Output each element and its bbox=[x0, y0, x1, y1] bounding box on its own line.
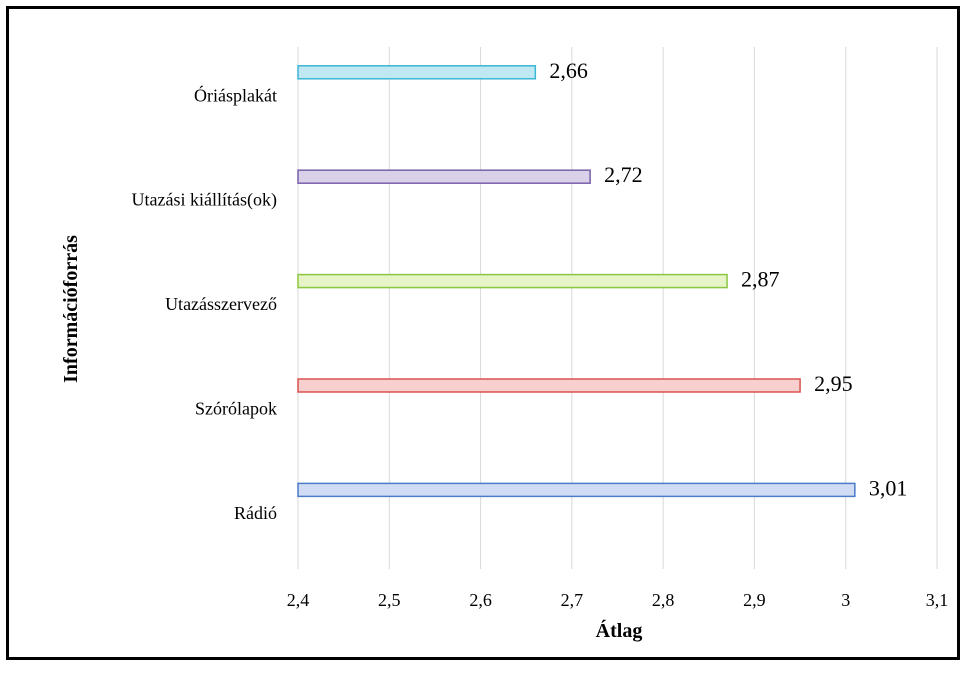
x-tick-label: 3 bbox=[841, 590, 850, 610]
bar bbox=[297, 169, 591, 184]
data-label: 2,95 bbox=[814, 371, 853, 396]
category-label: Rádió bbox=[234, 503, 277, 523]
value-labels: 2,66 2,72 2,87 2,95 3,01 bbox=[549, 58, 907, 501]
bars bbox=[297, 65, 856, 498]
grid-lines bbox=[297, 47, 938, 569]
y-axis-title: Információforrás bbox=[60, 235, 82, 383]
x-tick-label: 2,4 bbox=[287, 590, 310, 610]
bar-chart: Óriásplakát Utazási kiállítás(ok) Utazássz… bbox=[60, 47, 949, 642]
data-label: 2,87 bbox=[741, 267, 780, 292]
x-tick-label: 3,1 bbox=[926, 590, 949, 610]
bar bbox=[297, 482, 856, 498]
x-tick-label: 2,5 bbox=[378, 590, 401, 610]
category-label: Utazásszervező bbox=[165, 294, 277, 314]
x-tick-labels: 2,4 2,5 2,6 2,7 2,8 2,9 3 3,1 bbox=[287, 590, 949, 610]
bar bbox=[297, 65, 537, 80]
chart-frame: Óriásplakát Utazási kiállítás(ok) Utazássz… bbox=[6, 6, 960, 660]
data-label: 3,01 bbox=[869, 475, 908, 500]
bar bbox=[297, 273, 728, 289]
data-label: 2,72 bbox=[604, 162, 643, 187]
x-tick-label: 2,9 bbox=[743, 590, 766, 610]
category-label: Utazási kiállítás(ok) bbox=[132, 190, 277, 211]
x-axis-title: Átlag bbox=[596, 619, 643, 642]
category-label: Óriásplakát bbox=[194, 84, 277, 105]
data-label: 2,66 bbox=[549, 58, 588, 83]
x-tick-label: 2,8 bbox=[652, 590, 675, 610]
category-labels: Óriásplakát Utazási kiállítás(ok) Utazássz… bbox=[132, 84, 277, 523]
category-label: Szórólapok bbox=[195, 398, 277, 418]
x-tick-label: 2,7 bbox=[561, 590, 584, 610]
bar bbox=[297, 378, 801, 393]
x-tick-label: 2,6 bbox=[469, 590, 492, 610]
